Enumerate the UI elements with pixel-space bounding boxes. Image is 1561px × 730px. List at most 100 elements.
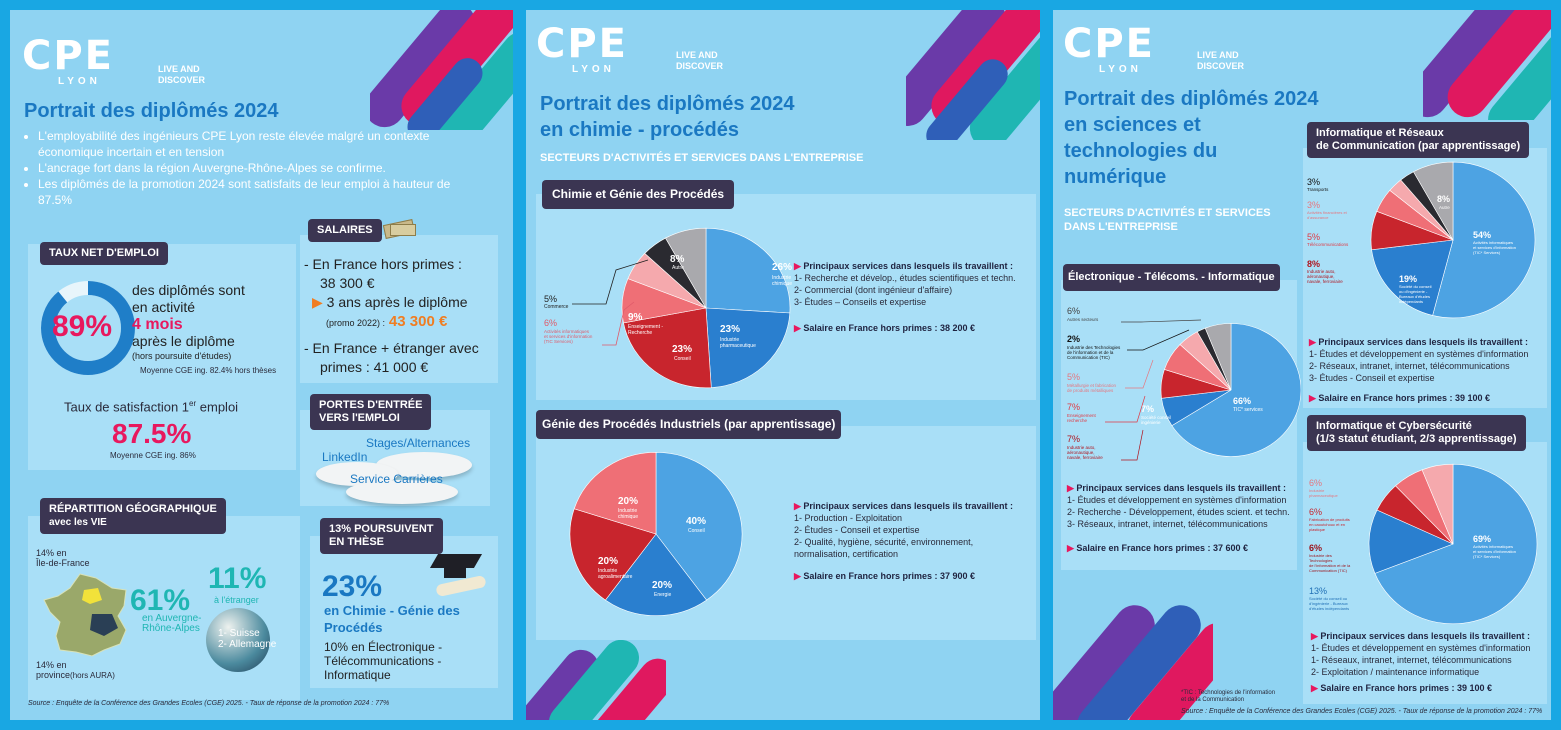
pie-label: TIC* services xyxy=(1233,407,1263,413)
portes-service: Service Carrières xyxy=(350,472,443,486)
pie-slice xyxy=(573,451,657,535)
irc-tag: Informatique et Réseaux de Communication… xyxy=(1307,122,1530,158)
emploi-box xyxy=(28,244,296,470)
pie-label: Bureaux d'études xyxy=(1399,294,1430,299)
pie-label: agroalimentaire xyxy=(598,574,633,580)
geo-idf: 14% en Île-de-France xyxy=(36,548,90,568)
pie-label: Industrie xyxy=(772,275,791,281)
pie-label: 9% xyxy=(628,312,643,323)
pie-slice xyxy=(1413,161,1454,242)
pie-label: 20% xyxy=(598,556,618,567)
money-icon xyxy=(382,218,418,240)
pie-label: Industrie xyxy=(1309,488,1325,493)
pie-label: indépendants xyxy=(1399,299,1423,304)
pie-label: 8% xyxy=(1307,259,1320,269)
chimie-tag: Chimie et Génie des Procédés xyxy=(542,180,735,209)
pie-label: (TIC* Services) xyxy=(1473,250,1501,255)
section-subtitle: SECTEURS D'ACTIVITÉS ET SERVICES DANS L'… xyxy=(540,152,864,164)
pie-slice xyxy=(665,227,707,310)
pie-label: Transports xyxy=(1307,187,1329,192)
pie-label: Energie xyxy=(654,592,671,598)
geo-etr: à l'étranger xyxy=(214,595,259,605)
panel-general: CPE LYON LIVE AND DISCOVER Portrait des d… xyxy=(10,10,513,720)
gpi-tag: Génie des Procédés Industriels (par appr… xyxy=(536,410,842,439)
bullet: L'employabilité des ingénieurs CPE Lyon … xyxy=(38,128,468,160)
pie-slice xyxy=(1171,323,1301,457)
pie-label: 54% xyxy=(1473,230,1491,240)
salaires-box xyxy=(300,235,498,383)
gpi-services: ▶ Principaux services dans lesquels ils … xyxy=(794,501,1014,581)
source-note: Source : Enquête de la Conférence des Gr… xyxy=(28,700,390,707)
panel-numerique: CPE LYON LIVE AND DISCOVER Portrait des d… xyxy=(1053,10,1551,720)
pie-label: 40% xyxy=(686,516,706,527)
decor-stripes xyxy=(906,10,1040,140)
panel-chimie: CPE LYON LIVE AND DISCOVER Portrait des d… xyxy=(526,10,1040,720)
pie-label: Activités informatiques xyxy=(544,329,590,334)
pie-gpi: 40% Conseil 20% Energie 20% Industrie ag… xyxy=(569,451,743,617)
pie-label: ingénierie xyxy=(1141,420,1161,425)
satisfaction-pct: 87.5% xyxy=(112,418,192,449)
portes-stages: Stages/Alternances xyxy=(366,436,471,450)
pie-label: 20% xyxy=(652,580,672,591)
pie-label: (TIC* Services) xyxy=(1473,554,1501,559)
page-title: Portrait des diplômés 2024 xyxy=(24,100,279,122)
pie-label: Conseil xyxy=(688,528,705,534)
cpe-logo: CPE LYON xyxy=(1063,21,1155,75)
these-l2: 10% en Électronique - Télécommunications… xyxy=(324,640,443,682)
pie-label: de l'information et de la xyxy=(1067,350,1114,355)
pie-slice xyxy=(1368,509,1454,574)
pie-label: Activités financières et xyxy=(1307,210,1348,215)
pie-label: de l'information et de la xyxy=(1309,563,1351,568)
pie-label: pharmaceutique xyxy=(720,343,756,349)
pie-label: Autre xyxy=(1439,205,1450,210)
pie-label: 2% xyxy=(1067,334,1080,344)
pie-label: 19% xyxy=(1399,274,1417,284)
emploi-pct: 89% xyxy=(52,310,113,343)
section-subtitle: SECTEURS D'ACTIVITÉS ET SERVICES DANS L'… xyxy=(1064,207,1271,233)
pie-label: 5% xyxy=(1307,232,1320,242)
pie-label: Communication (TIC) xyxy=(1067,355,1110,360)
pie-label: Télécommunications xyxy=(1307,242,1349,247)
pie-label: d'ingénierie - Bureaux xyxy=(1309,601,1348,606)
pie-label: Autre xyxy=(672,265,684,271)
salaires-tag: SALAIRES xyxy=(308,219,382,242)
pie-label: Enseignement - xyxy=(628,324,663,330)
pie-label: ou d'ingénierie - xyxy=(1399,289,1428,294)
pie-eti: 66% TIC* services 7% Société conseil ing… xyxy=(1067,306,1301,461)
emploi-text: des diplômés sont en activité 4 mois apr… xyxy=(132,282,245,361)
geo-tag: RÉPARTITION GÉOGRAPHIQUE avec les VIE xyxy=(40,498,226,534)
pie-label: Recherche xyxy=(628,330,652,336)
tagline: LIVE AND DISCOVER xyxy=(1197,50,1245,71)
pie-label: 8% xyxy=(670,254,685,265)
satisfaction-note: Moyenne CGE ing. 86% xyxy=(110,451,196,460)
pie-label: de produits métalliques xyxy=(1067,388,1114,393)
these-l1: en Chimie - Génie des Procédés xyxy=(324,603,460,635)
salaires-text: - En France hors primes : 38 300 € ▶ 3 a… xyxy=(304,256,479,375)
pie-label: aéronautique, xyxy=(1067,450,1095,455)
chimie-services: ▶ Principaux services dans lesquels ils … xyxy=(794,261,1016,333)
globe-icon xyxy=(206,608,270,672)
geo-countries: 1- Suisse 2- Allemagne xyxy=(218,628,277,650)
pie-slice xyxy=(605,533,707,617)
bullet: L'ancrage fort dans la région Auvergne-R… xyxy=(38,160,468,176)
pie-label: Industrie xyxy=(598,568,617,574)
pie-label: et services d'information xyxy=(544,334,593,339)
pie-label: 7% xyxy=(1067,434,1080,444)
portes-tag: PORTES D'ENTRÉE VERS l'EMPLOI xyxy=(310,394,432,430)
pie-label: 6% xyxy=(1309,507,1322,517)
pie-label: 8% xyxy=(1437,194,1450,204)
pie-label: Commerce xyxy=(544,304,569,310)
pie-slice xyxy=(623,307,712,389)
france-map xyxy=(43,573,127,657)
these-tag: 13% POURSUIVENT EN THÈSE xyxy=(320,518,443,554)
tagline: LIVE AND DISCOVER xyxy=(158,64,206,85)
geo-etr-pct: 11% xyxy=(208,562,267,595)
pie-label: 6% xyxy=(1309,478,1322,488)
pie-label: 5% xyxy=(1067,372,1080,382)
graduation-cap-icon xyxy=(428,550,490,598)
pie-label: Industrie auto, xyxy=(1067,445,1096,450)
pie-slice xyxy=(1374,463,1538,625)
emploi-tag: TAUX NET D'EMPLOI xyxy=(40,242,168,265)
pie-label: 6% xyxy=(1067,306,1080,316)
emploi-ring xyxy=(41,281,135,375)
